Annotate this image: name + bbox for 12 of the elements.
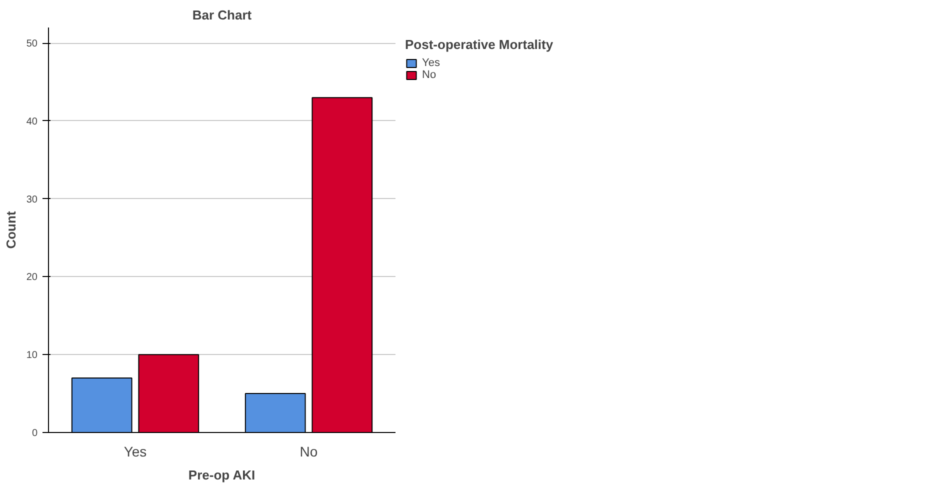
legend-title: Post-operative Mortality — [405, 37, 554, 52]
y-tick-label: 40 — [26, 116, 38, 128]
legend-label: Yes — [422, 57, 441, 69]
legend-label: No — [422, 69, 438, 81]
y-tick-label: 20 — [26, 272, 38, 284]
chart-title: Bar Chart — [192, 8, 252, 22]
y-tick-label: 50 — [26, 38, 38, 50]
y-tick-label: 10 — [26, 350, 38, 362]
y-tick-label: 0 — [32, 428, 38, 439]
y-tick-label: 30 — [26, 194, 38, 206]
y-axis-title: Count — [3, 210, 18, 249]
x-axis-title: Pre-op AKI — [188, 468, 256, 482]
